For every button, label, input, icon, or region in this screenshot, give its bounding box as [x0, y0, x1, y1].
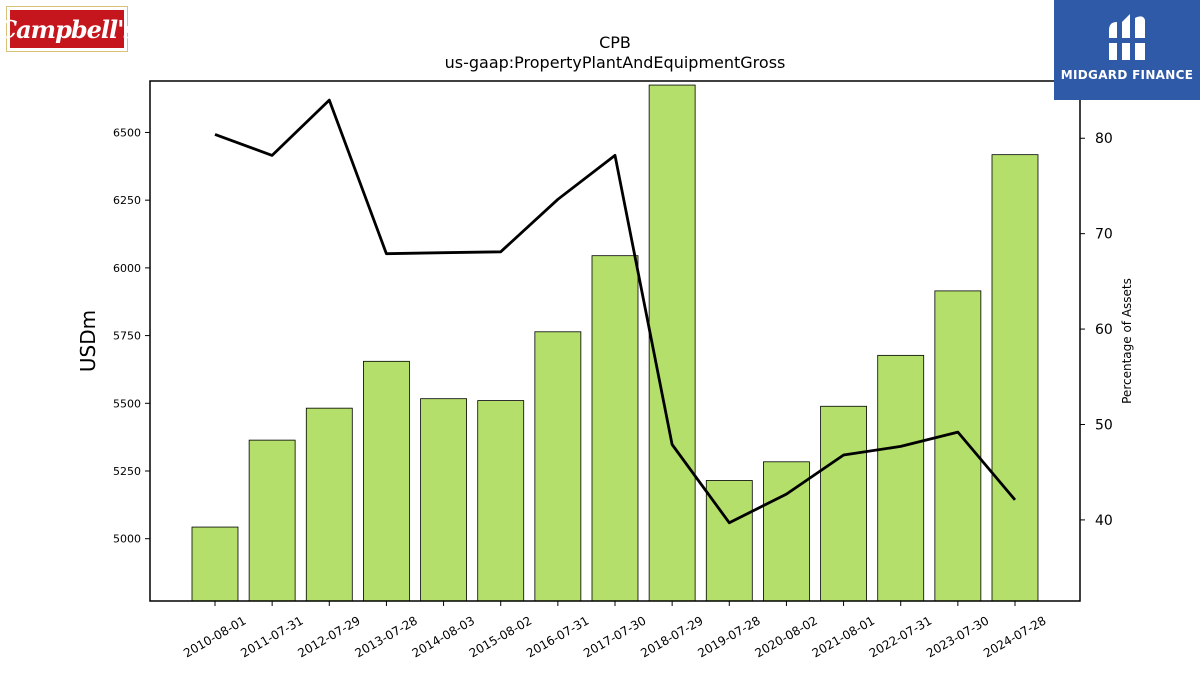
campbells-logo-text: Campbell's	[0, 10, 137, 48]
bar-2011-07-31	[248, 439, 296, 601]
x-tick-label: 2017-07-30	[581, 613, 648, 660]
bar-2015-08-02	[477, 400, 525, 601]
bar-2010-08-01	[191, 526, 239, 601]
line-layer	[214, 98, 1017, 525]
percentage-of-assets-line	[214, 98, 1017, 525]
midgard-finance-logo: MIDGARD FINANCE	[1054, 0, 1200, 100]
x-tick-label: 2020-08-02	[753, 613, 820, 660]
x-tick-label: 2014-08-03	[410, 613, 477, 660]
x-tick-label: 2011-07-31	[238, 613, 305, 660]
bar-2024-07-28	[991, 154, 1039, 601]
x-tick-label: 2016-07-31	[524, 613, 591, 660]
bar-2021-08-01	[820, 405, 867, 601]
y-axis-label: USDm	[76, 310, 100, 372]
y2-tick-label: 70	[1095, 227, 1113, 243]
y2-tick-label: 50	[1095, 417, 1113, 433]
bar-2016-07-31	[534, 331, 582, 601]
y-tick-label: 6000	[113, 262, 141, 275]
x-tick-label: 2022-07-31	[867, 613, 934, 660]
midgard-finance-text: MIDGARD FINANCE	[1060, 68, 1194, 82]
bar-2018-07-29	[648, 84, 696, 601]
bar-2013-07-28	[363, 360, 410, 601]
x-tick-label: 2010-08-01	[181, 613, 248, 660]
bar-2023-07-30	[934, 290, 982, 601]
chart-subtitle: us-gaap:PropertyPlantAndEquipmentGross	[445, 53, 786, 72]
x-tick-label: 2023-07-30	[924, 613, 991, 660]
y2-tick-label: 80	[1095, 131, 1113, 147]
y-tick-label: 6500	[113, 126, 141, 139]
y2-tick-label: 40	[1095, 513, 1113, 529]
x-tick-label: 2012-07-29	[295, 613, 362, 660]
y-tick-label: 5500	[113, 397, 141, 410]
x-tick-label: 2021-08-01	[810, 613, 877, 660]
y-tick-label: 5000	[113, 533, 141, 546]
y-tick-label: 5250	[113, 465, 141, 478]
bars-layer	[191, 84, 1039, 601]
chart-title: CPB	[599, 33, 631, 52]
campbells-logo: Campbell's	[0, 6, 137, 52]
y2-tick-label: 60	[1095, 322, 1113, 338]
x-tick-label: 2013-07-28	[353, 613, 420, 660]
x-tick-label: 2024-07-28	[981, 613, 1048, 660]
y-tick-label: 5750	[113, 330, 141, 343]
x-tick-label: 2015-08-02	[467, 613, 534, 660]
y-tick-label: 6250	[113, 194, 141, 207]
bar-2017-07-30	[591, 255, 639, 601]
bar-2012-07-29	[305, 407, 353, 601]
x-tick-label: 2018-07-29	[638, 613, 705, 660]
midgard-mark-icon	[1107, 14, 1147, 60]
bar-2022-07-31	[877, 354, 925, 601]
x-tick-label: 2019-07-28	[695, 613, 762, 660]
y2-axis-label: Percentage of Assets	[1120, 278, 1134, 404]
bar-2014-08-03	[420, 398, 467, 601]
